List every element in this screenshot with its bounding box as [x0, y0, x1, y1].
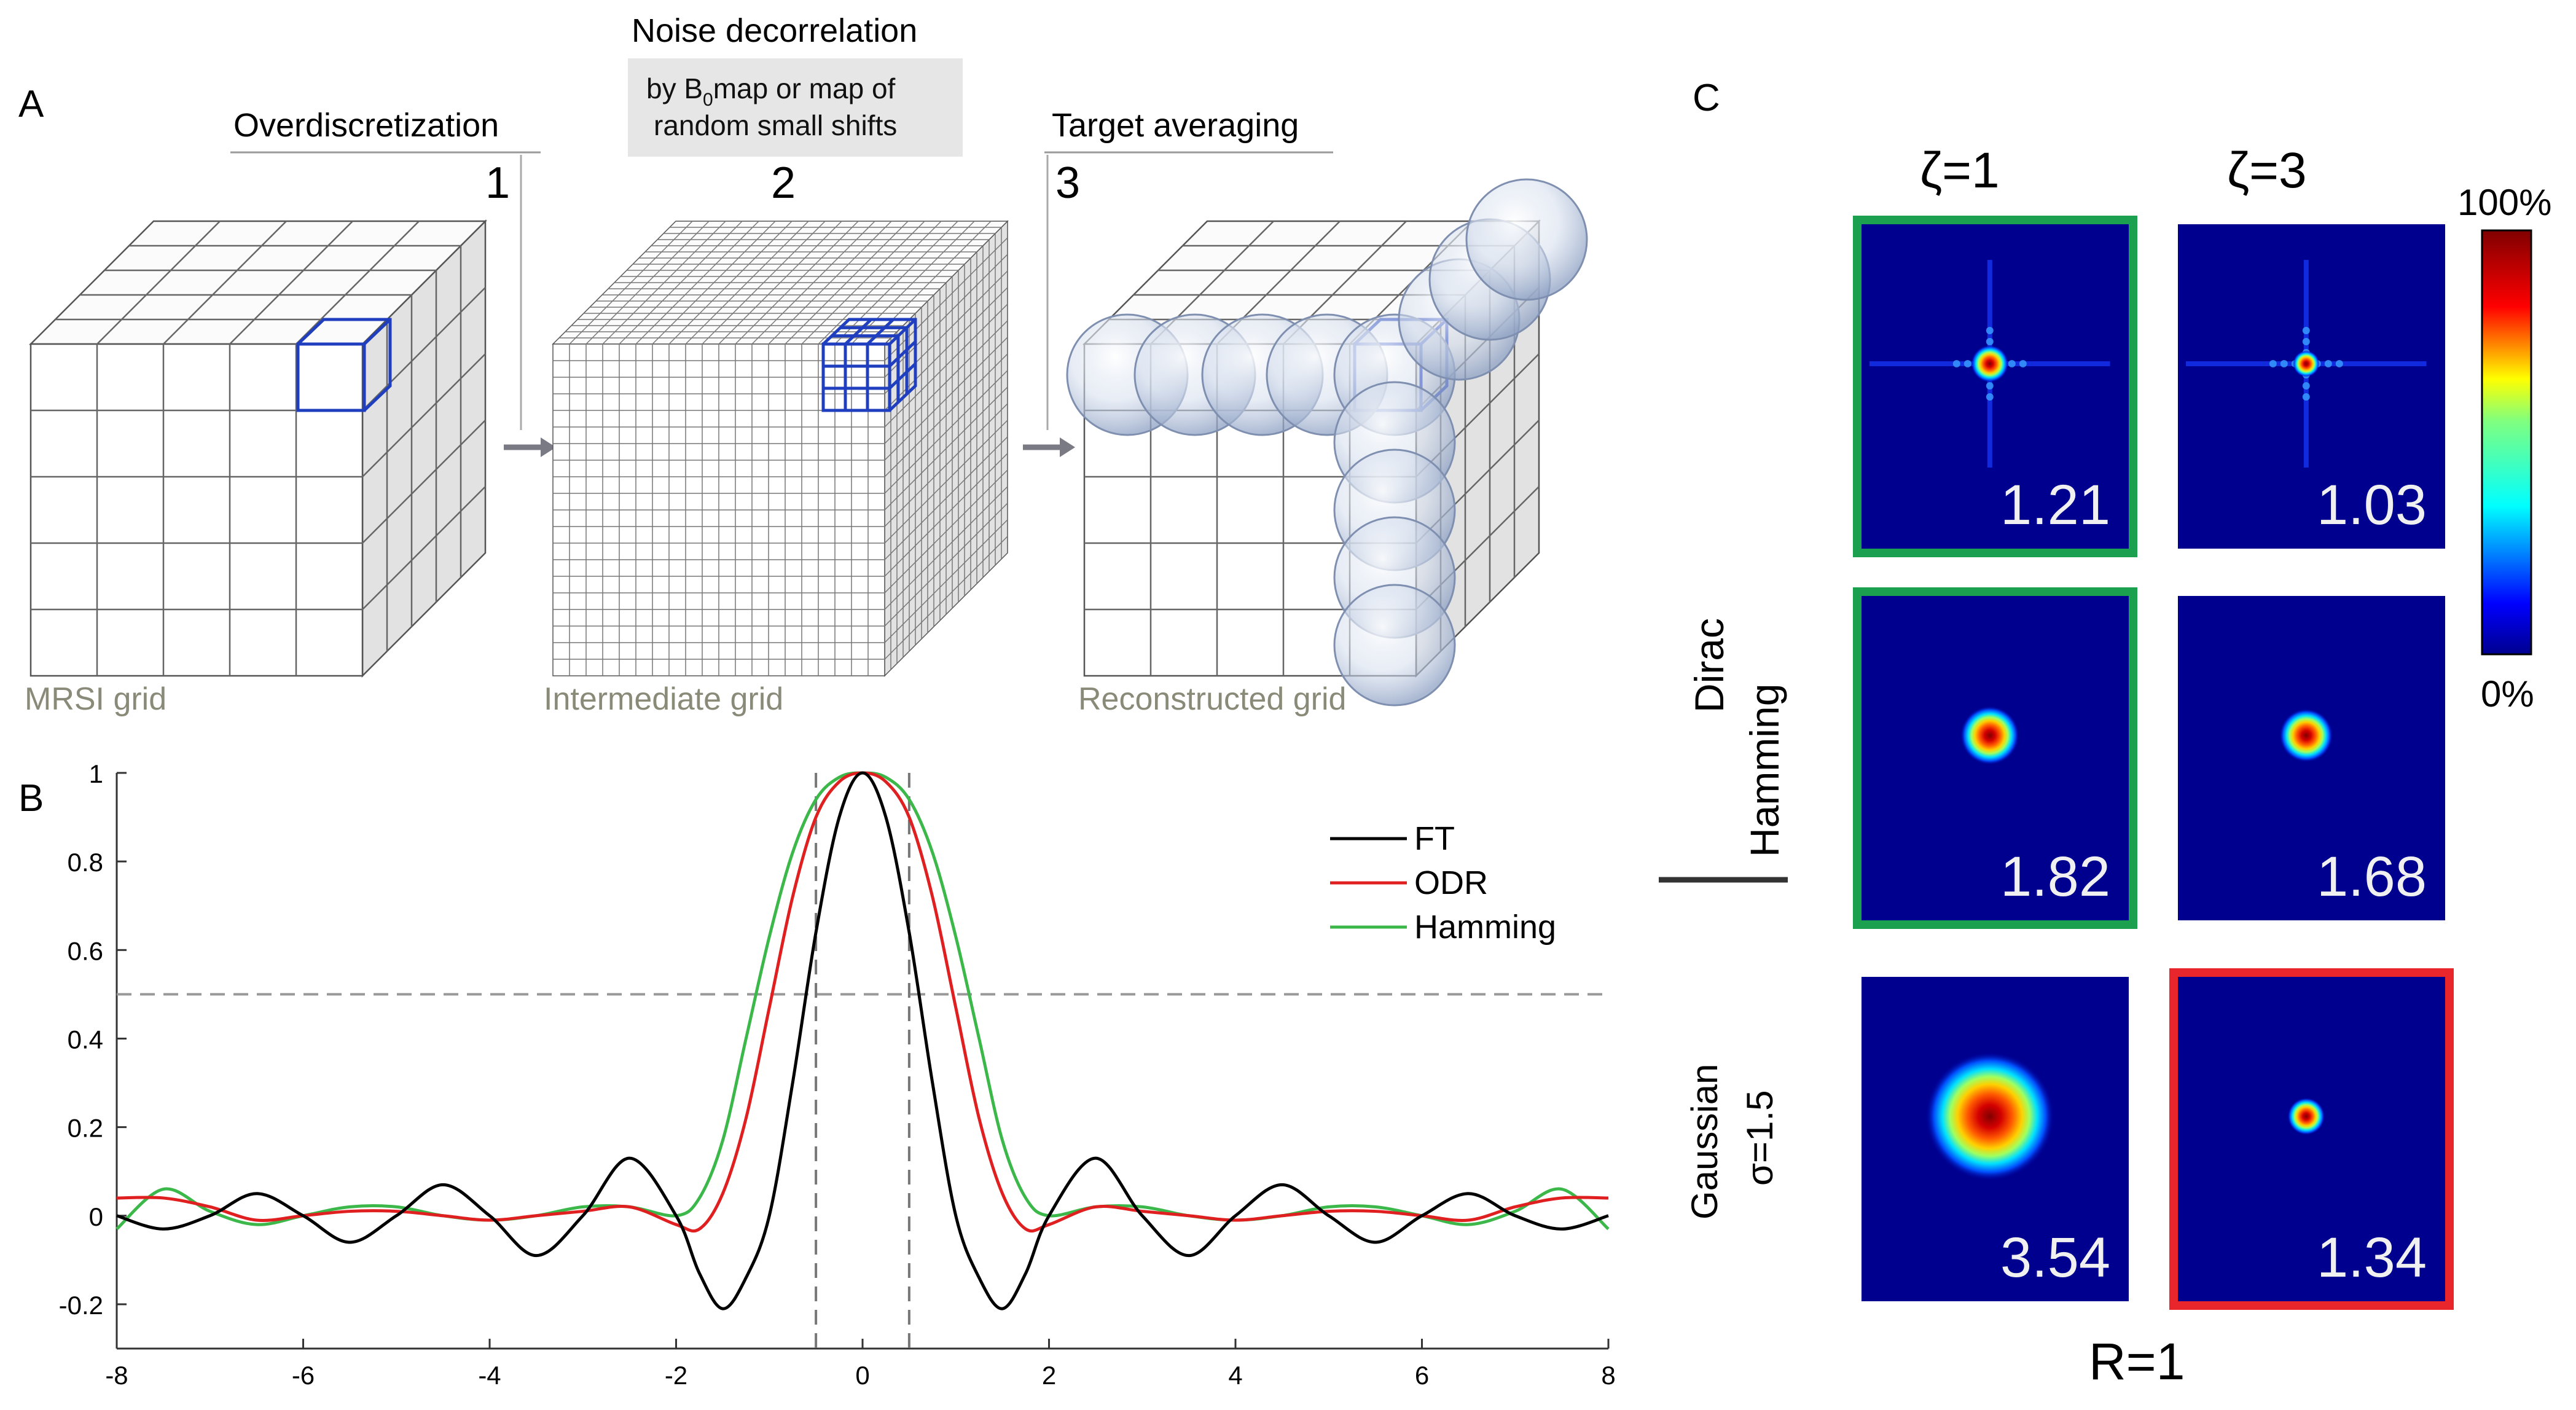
psf-spot: [2287, 1097, 2325, 1135]
step1-number: 1: [485, 159, 510, 208]
psf-spot: [2293, 350, 2320, 377]
psf-cell: 1.82: [1853, 587, 2137, 929]
legend-label: ODR: [1414, 864, 1488, 901]
y-tick-label: 0.4: [68, 1025, 103, 1054]
chart-reference-lines: [117, 773, 1608, 1349]
colorbar-min-label: 0%: [2481, 673, 2534, 715]
x-tick-label: -6: [292, 1361, 315, 1390]
row-label-gaussian: Gaussian: [1684, 1064, 1725, 1220]
averaging-spheres: [1066, 178, 1588, 707]
colorbar-max-label: 100%: [2457, 182, 2551, 223]
step3-number: 3: [1055, 159, 1080, 208]
step3-title: Target averaging: [1052, 107, 1299, 144]
step2-note-box: [628, 58, 963, 157]
panel-c: C ζ=1 ζ=3 Dirac Hamming Gaussian σ=1.5 1…: [1684, 77, 2551, 1390]
psf-spot: [1925, 1052, 2054, 1181]
x-tick-label: -4: [478, 1361, 501, 1390]
legend-label: Hamming: [1414, 909, 1556, 946]
grid2-label: Intermediate grid: [544, 681, 783, 717]
psf-image: [1862, 224, 2129, 549]
y-tick-label: 0.2: [68, 1114, 103, 1143]
grid3-label: Reconstructed grid: [1078, 681, 1346, 717]
y-tick-label: -0.2: [59, 1291, 103, 1320]
chart-legend: FT ODR Hamming: [1330, 820, 1556, 946]
psf-image-grid: 1.21 1.03 1.82 1.68 3.54 1.34: [1853, 216, 2454, 1310]
x-tick-label: 6: [1415, 1361, 1429, 1390]
series-line-ft: [116, 771, 1609, 1310]
psf-cell: 1.34: [2169, 968, 2454, 1310]
step2-note-line1: by B0map or map of: [646, 72, 896, 110]
x-tick-label: 8: [1601, 1361, 1615, 1390]
x-tick-label: 2: [1042, 1361, 1056, 1390]
panel-a-label: A: [18, 83, 44, 125]
arrow-icon-2: [1023, 437, 1075, 457]
colorbar: [2481, 229, 2532, 656]
panel-a: A Overdiscretization 1 Noise decorrelati…: [18, 12, 1588, 717]
column-header-zeta3: ζ=3: [2227, 143, 2307, 198]
panel-b-label: B: [18, 777, 44, 820]
legend-label: FT: [1414, 820, 1455, 857]
row-label-sigma: σ=1.5: [1739, 1091, 1780, 1186]
psf-cell: 1.68: [2178, 596, 2445, 920]
arrow-icon-1: [504, 437, 556, 457]
step1-title: Overdiscretization: [233, 107, 499, 144]
psf-image: [2178, 977, 2445, 1301]
psf-cell: 1.03: [2178, 224, 2445, 549]
chart-axes: -0.2 0 0.2 0.4 0.6 0.8 1 -8 -6 -4 -2 0 2 4 6 8: [59, 759, 1616, 1390]
intermediate-grid-cube: [552, 220, 1009, 677]
chart-series: [115, 771, 1610, 1310]
y-tick-label: 0: [89, 1202, 103, 1231]
psf-spot: [1971, 345, 2009, 383]
sphere: [1333, 584, 1456, 707]
psf-fwhm-value: 1.68: [2317, 845, 2427, 908]
psf-cell: 1.21: [1853, 216, 2137, 557]
footer-r-label: R=1: [2089, 1333, 2185, 1390]
column-header-zeta1: ζ=1: [1920, 143, 2000, 198]
row-label-dirac: Dirac: [1686, 618, 1732, 713]
psf-spot: [2279, 708, 2333, 762]
psf-image: [2178, 224, 2445, 549]
mrsi-grid-cube: [28, 219, 488, 678]
series-line-odr: [116, 771, 1609, 1233]
y-tick-label: 0.6: [68, 936, 103, 965]
row-label-hamming: Hamming: [1742, 684, 1787, 857]
step2-title: Noise decorrelation: [632, 12, 917, 49]
psf-fwhm-value: 1.03: [2317, 474, 2427, 536]
panel-b: B -0.2 0 0.2 0.4 0.6 0.8 1 -8 -6 -4 -2 0 2 4 6 8 FT ODR H…: [18, 759, 1616, 1390]
y-tick-label: 0.8: [68, 848, 103, 877]
panel-c-label: C: [1693, 77, 1720, 119]
psf-fwhm-value: 1.82: [2000, 845, 2110, 908]
psf-fwhm-value: 3.54: [2000, 1226, 2110, 1289]
x-tick-label: 0: [855, 1361, 869, 1390]
series-line-hamming: [115, 771, 1610, 1231]
psf-cell: 3.54: [1862, 977, 2129, 1301]
x-tick-label: -8: [105, 1361, 128, 1390]
psf-spot: [1960, 706, 2019, 765]
step2-note-line2: random small shifts: [654, 109, 897, 141]
psf-fwhm-value: 1.21: [2000, 474, 2110, 536]
x-tick-label: 4: [1228, 1361, 1242, 1390]
sphere: [1465, 178, 1588, 301]
y-tick-label: 1: [89, 759, 103, 788]
x-tick-label: -2: [665, 1361, 687, 1390]
psf-fwhm-value: 1.34: [2317, 1226, 2427, 1289]
step2-number: 2: [771, 159, 796, 208]
grid1-label: MRSI grid: [25, 681, 166, 717]
